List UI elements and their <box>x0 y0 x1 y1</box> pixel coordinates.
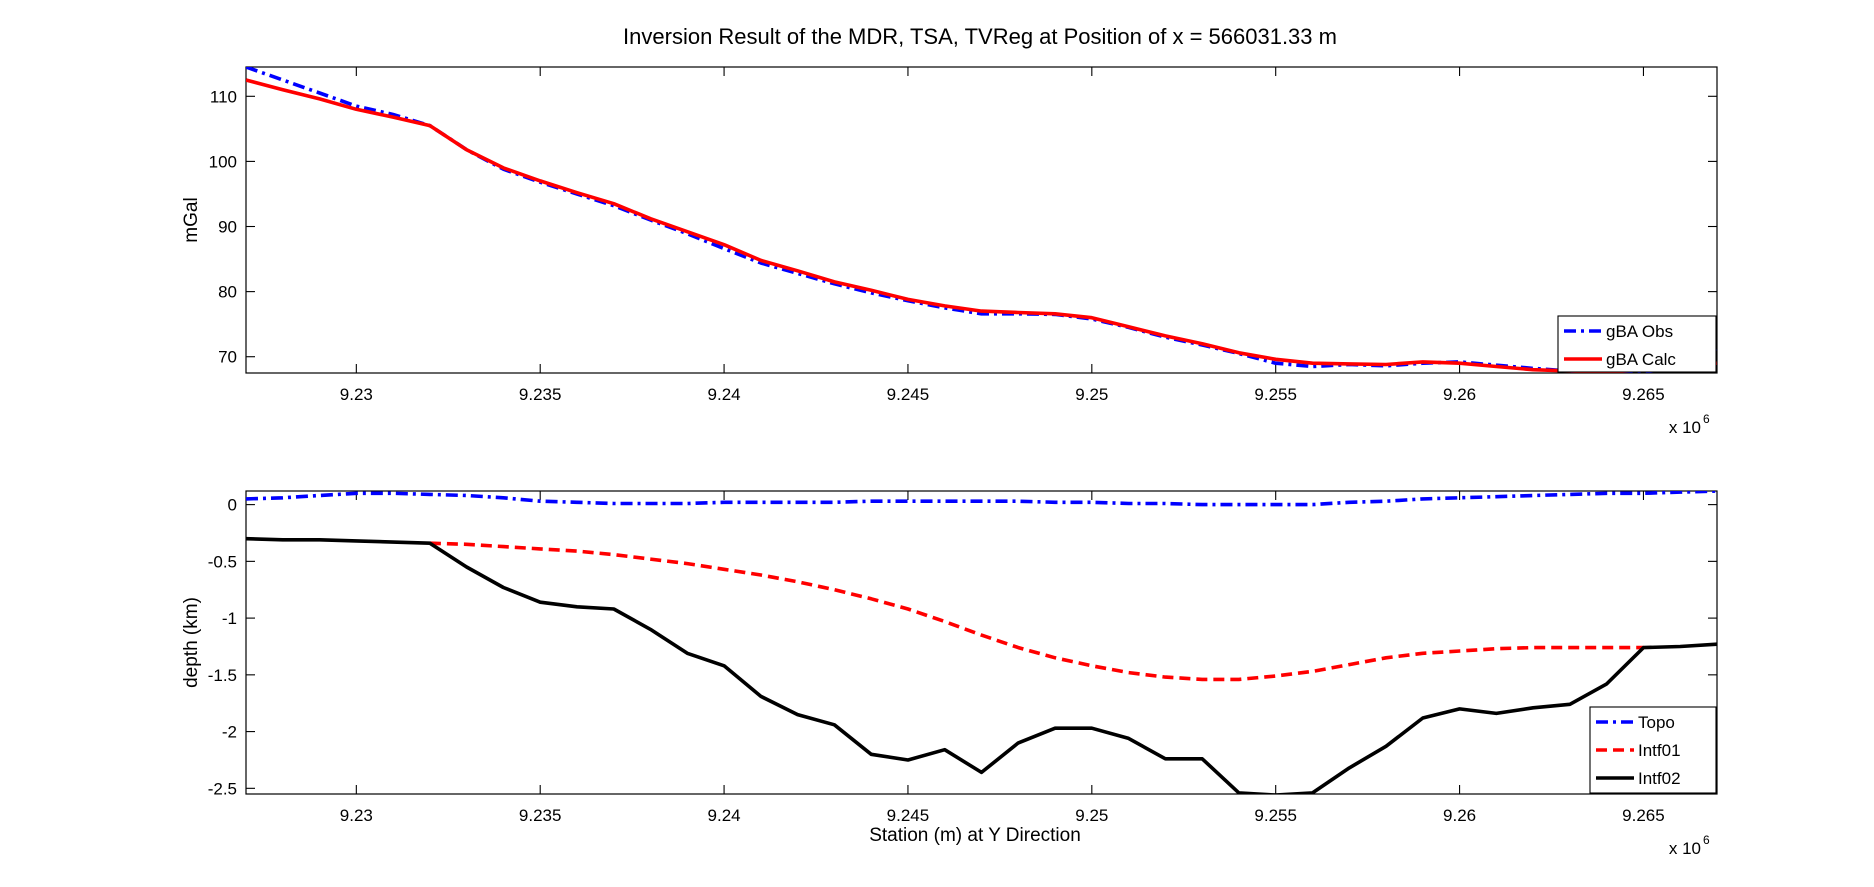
depth-x-tick-label: 9.26 <box>1443 806 1476 825</box>
depth-y-tick-label: 0 <box>228 496 237 515</box>
depth-profile-chart: 9.23 9.235 9.24 9.245 9.25 9.255 9.26 9.265 -2.5… <box>181 490 1718 858</box>
depth-x-tick-label: 9.265 <box>1622 806 1665 825</box>
series-intf01-line <box>429 541 1644 682</box>
gravity-x-tick-label: 9.26 <box>1443 385 1476 404</box>
depth-legend: Topo Intf01 Intf02 <box>1589 706 1717 794</box>
depth-x-tick-label: 9.245 <box>887 806 930 825</box>
gravity-y-tick-label: 70 <box>218 348 237 367</box>
depth-x-axis-label: Station (m) at Y Direction <box>869 825 1081 846</box>
chart-title: Inversion Result of the MDR, TSA, TVReg … <box>623 24 1337 49</box>
depth-x-tick-label: 9.255 <box>1254 806 1297 825</box>
depth-y-tick-label: -1 <box>222 609 237 628</box>
depth-x-exponent: 6 <box>1703 833 1710 847</box>
legend-label-gba-calc: gBA Calc <box>1606 350 1676 369</box>
gravity-axes-box <box>245 66 1718 374</box>
gravity-legend-box <box>1557 315 1717 373</box>
gravity-x-tick-label: 9.23 <box>340 385 373 404</box>
gravity-y-tick-label: 80 <box>218 283 237 302</box>
gravity-x-tick-label: 9.265 <box>1622 385 1665 404</box>
gravity-y-tick-label: 100 <box>209 152 237 171</box>
gravity-x-exponent: 6 <box>1703 412 1710 426</box>
depth-y-tick-label: -2 <box>222 723 237 742</box>
gravity-x-tick-label: 9.24 <box>708 385 741 404</box>
gravity-y-tick-label: 90 <box>218 218 237 237</box>
series-gba-calc-line <box>246 78 1717 373</box>
depth-y-axis-label: depth (km) <box>181 597 202 688</box>
gravity-x-tick-label: 9.255 <box>1254 385 1297 404</box>
gravity-anomaly-chart: 9.23 9.235 9.24 9.245 9.25 9.255 9.26 9.265 70 80… <box>181 66 1718 437</box>
depth-x-exponent-label: x 10 <box>1669 839 1701 858</box>
gravity-x-tick-label: 9.245 <box>887 385 930 404</box>
gravity-x-tick-label: 9.235 <box>519 385 562 404</box>
gravity-x-tick-label: 9.25 <box>1075 385 1108 404</box>
gravity-legend: gBA Obs gBA Calc <box>1557 315 1717 373</box>
depth-y-tick-label: -0.5 <box>208 552 237 571</box>
depth-x-tick-label: 9.235 <box>519 806 562 825</box>
legend-label-topo: Topo <box>1638 713 1675 732</box>
depth-axes-box <box>245 490 1718 795</box>
series-topo-line <box>246 491 1717 507</box>
legend-label-intf02: Intf02 <box>1638 769 1681 788</box>
depth-x-tick-label: 9.23 <box>340 806 373 825</box>
legend-label-gba-obs: gBA Obs <box>1606 322 1673 341</box>
depth-x-tick-label: 9.24 <box>708 806 741 825</box>
legend-label-intf01: Intf01 <box>1638 741 1681 760</box>
depth-y-tick-label: -2.5 <box>208 779 237 798</box>
gravity-y-tick-label: 110 <box>210 87 237 106</box>
depth-y-tick-label: -1.5 <box>208 666 237 685</box>
gravity-x-exponent-label: x 10 <box>1669 418 1701 437</box>
depth-x-tick-label: 9.25 <box>1075 806 1108 825</box>
series-intf02-line <box>246 536 1717 794</box>
gravity-y-axis-label: mGal <box>181 197 202 242</box>
